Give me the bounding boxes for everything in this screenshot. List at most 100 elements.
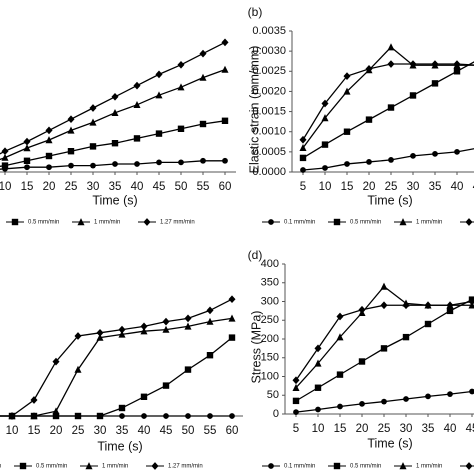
marker — [185, 413, 191, 419]
marker — [206, 317, 214, 325]
marker — [228, 334, 236, 341]
marker — [402, 301, 410, 310]
marker — [200, 157, 206, 164]
x-tick-label: 10 — [0, 181, 11, 193]
marker — [206, 306, 214, 315]
marker — [358, 305, 366, 314]
legend-label: 1 mm/min — [416, 220, 442, 226]
x-tick-label: 50 — [182, 425, 195, 437]
y-tick-label: 400 — [261, 258, 279, 270]
x-tick-label: 45 — [160, 425, 173, 437]
marker — [1, 147, 9, 156]
marker — [67, 115, 75, 124]
x-axis-label: Time (s) — [92, 193, 137, 207]
marker — [118, 404, 126, 412]
marker — [24, 164, 30, 171]
marker — [343, 87, 351, 95]
x-tick-label: 30 — [407, 181, 420, 193]
marker — [199, 120, 207, 128]
marker — [74, 412, 82, 420]
marker — [337, 403, 343, 410]
marker — [162, 325, 170, 333]
marker — [155, 91, 163, 99]
marker — [380, 301, 388, 310]
marker — [140, 322, 148, 331]
marker — [453, 60, 461, 68]
legend-marker — [333, 218, 341, 226]
marker — [425, 393, 431, 400]
x-tick-label: 25 — [385, 181, 398, 193]
legend-label: 1 mm/min — [102, 464, 128, 470]
x-tick-label: 10 — [312, 423, 325, 435]
marker — [300, 167, 306, 173]
marker — [52, 407, 60, 415]
marker — [292, 383, 300, 391]
legend-label: 0.5 mm/min — [350, 464, 381, 470]
marker — [229, 413, 235, 419]
legend-marker — [11, 218, 19, 226]
x-tick-label: 25 — [378, 423, 391, 435]
marker — [118, 330, 126, 338]
marker — [133, 135, 141, 142]
marker — [299, 135, 307, 144]
marker — [96, 333, 104, 341]
y-tick-label: 200 — [261, 333, 279, 345]
x-tick-label: 15 — [28, 425, 41, 437]
series-line — [0, 298, 233, 417]
y-tick-label: 0.0030 — [252, 45, 286, 57]
marker — [381, 398, 387, 405]
legend-label: 0.1 mm/min — [0, 464, 1, 470]
marker — [45, 126, 53, 135]
marker — [402, 333, 410, 341]
x-tick-label: 10 — [6, 425, 19, 437]
marker — [292, 397, 300, 405]
y-tick-label: 250 — [261, 314, 279, 326]
y-axis-label: Elastic strain (mm/mm) — [247, 46, 261, 174]
x-tick-label: 35 — [109, 181, 122, 193]
marker — [321, 141, 329, 148]
marker — [359, 400, 365, 407]
marker — [366, 159, 372, 165]
marker — [322, 165, 328, 171]
marker — [184, 322, 192, 330]
marker — [74, 365, 82, 373]
marker — [343, 128, 351, 135]
marker — [206, 352, 214, 359]
x-tick-label: 60 — [219, 181, 232, 193]
marker — [89, 104, 97, 112]
series-line — [0, 317, 233, 417]
marker — [112, 161, 118, 167]
marker — [344, 161, 350, 167]
marker — [67, 148, 75, 155]
y-tick-label: 0.0020 — [252, 85, 286, 97]
series-line — [0, 120, 226, 167]
x-tick-label: 5 — [293, 423, 299, 435]
marker — [45, 136, 53, 144]
legend-label: 0.5 mm/min — [350, 220, 381, 226]
marker — [140, 327, 148, 335]
x-tick-label: 20 — [356, 423, 369, 435]
x-tick-label: 55 — [197, 181, 210, 193]
x-tick-label: 35 — [116, 425, 129, 437]
marker — [52, 412, 60, 420]
panel-label: (b) — [248, 5, 263, 19]
legend-marker — [399, 218, 407, 226]
marker — [453, 68, 461, 75]
x-tick-label: 20 — [363, 181, 376, 193]
marker — [446, 301, 454, 310]
marker — [162, 317, 170, 326]
marker — [199, 73, 207, 81]
marker — [111, 140, 119, 147]
x-tick-label: 45 — [153, 181, 166, 193]
x-tick-label: 25 — [65, 181, 78, 193]
legend-marker — [268, 463, 274, 469]
marker — [177, 60, 185, 69]
y-tick-label: 0.0025 — [252, 65, 286, 77]
marker — [292, 376, 300, 385]
marker — [177, 83, 185, 91]
legend-label: 0.5 mm/min — [28, 220, 59, 226]
marker — [228, 314, 236, 322]
x-tick-label: 60 — [226, 425, 239, 437]
marker — [468, 297, 474, 306]
